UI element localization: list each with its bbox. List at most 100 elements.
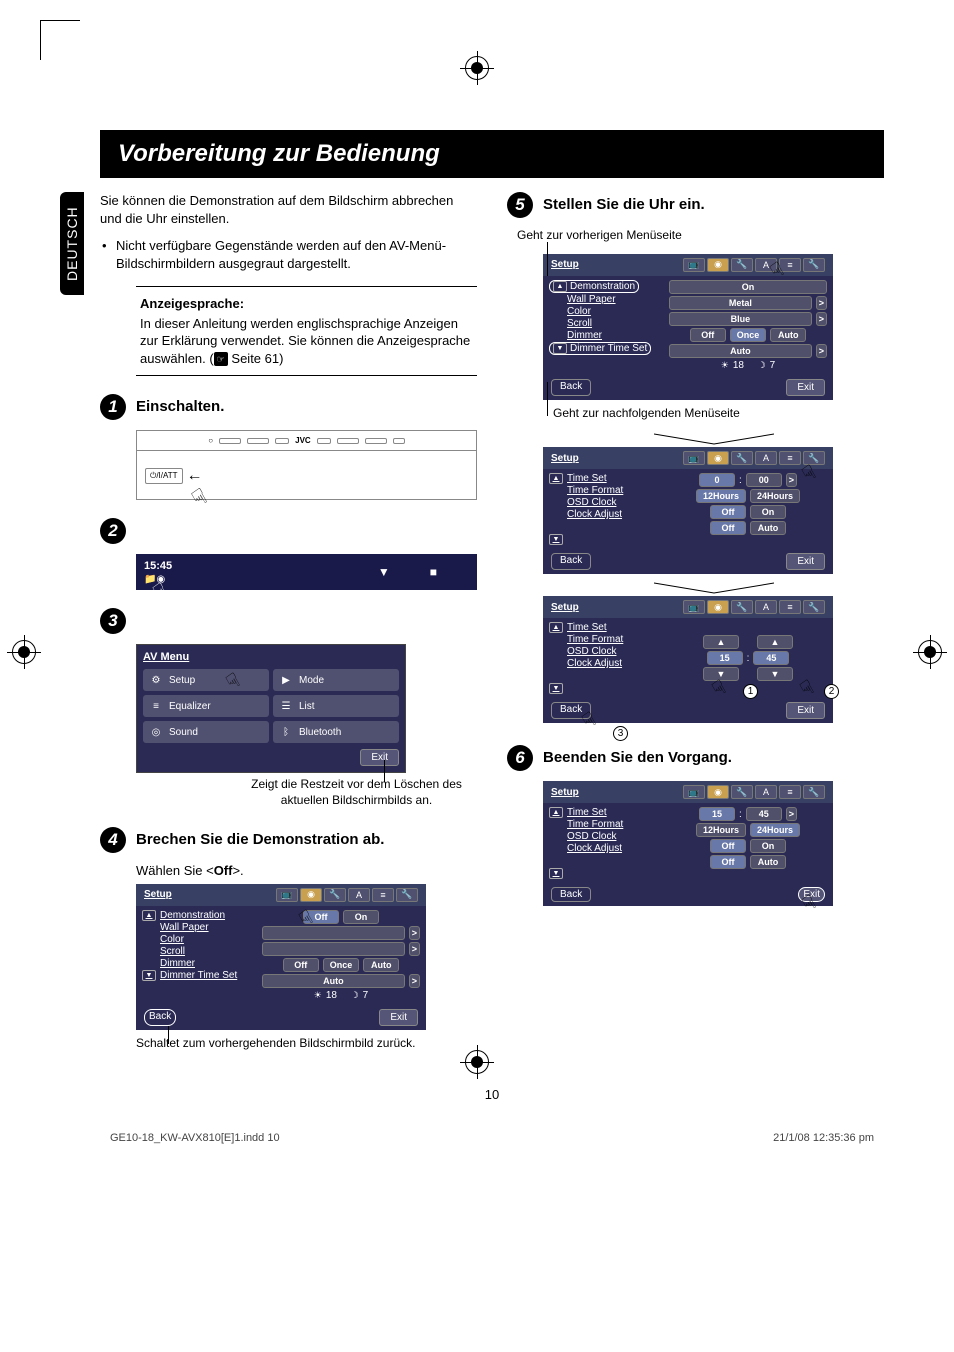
arrow-right-icon[interactable]: > — [816, 312, 827, 326]
step-6-header: 6 Beenden Sie den Vorgang. — [507, 745, 884, 771]
hour-up[interactable]: ▲ — [703, 635, 739, 649]
setup-menu-dimmer-highlight: Setup 📺 ◉ 🔧 A ≡ 🔧 ▲Demonstration — [543, 254, 833, 400]
opt-off[interactable]: Off — [710, 855, 746, 869]
back-button[interactable]: Back — [551, 887, 591, 902]
setup-tab[interactable]: ≡ — [779, 785, 801, 799]
caption-prev-page: Geht zur vorherigen Menüseite — [517, 228, 884, 244]
setup-tab[interactable]: ≡ — [372, 888, 394, 902]
setup-tab[interactable]: A — [755, 600, 777, 614]
setup-tab[interactable]: A — [755, 785, 777, 799]
setup-tab[interactable]: A — [755, 451, 777, 465]
opt-on[interactable]: On — [750, 505, 786, 519]
av-item-mode[interactable]: ▶Mode — [273, 669, 399, 691]
opt-off[interactable]: Off — [690, 328, 726, 342]
exit-button[interactable]: Exit — [786, 702, 825, 719]
opt-auto[interactable]: Auto — [750, 521, 786, 535]
arrow-right-icon[interactable]: > — [816, 344, 827, 358]
row-time-format: Time Format — [567, 819, 623, 830]
arrow-right-icon[interactable]: > — [816, 296, 827, 310]
caption-next-page: Geht zur nachfolgenden Menüseite — [553, 406, 884, 422]
back-button[interactable]: Back — [144, 1009, 176, 1026]
setup-header-title: Setup — [551, 259, 579, 270]
opt-12h[interactable]: 12Hours — [696, 489, 746, 503]
opt-24h[interactable]: 24Hours — [750, 489, 800, 503]
opt-blue[interactable]: Blue — [669, 312, 812, 326]
setup-tab[interactable]: 📺 — [276, 888, 298, 902]
arrow-right-icon[interactable]: > — [409, 926, 420, 940]
back-button[interactable]: Back — [551, 553, 591, 570]
setup-header-title: Setup — [144, 889, 172, 900]
min-down[interactable]: ▼ — [757, 667, 793, 681]
exit-button[interactable]: Exit — [786, 379, 825, 396]
setup-menu-timeset-edit: Setup 📺 ◉ 🔧 A ≡ 🔧 ▲Time Set — [543, 596, 833, 723]
row-dimmer: Dimmer — [160, 958, 195, 969]
opt-hour[interactable]: 15 — [699, 807, 735, 821]
opt-min[interactable]: 45 — [746, 807, 782, 821]
setup-tab[interactable]: ≡ — [779, 451, 801, 465]
opt-once-sel[interactable]: Once — [730, 328, 767, 342]
min-up[interactable]: ▲ — [757, 635, 793, 649]
opt-24h[interactable]: 24Hours — [750, 823, 800, 837]
setup-tab[interactable]: 📺 — [683, 258, 705, 272]
setup-tab[interactable]: 🔧 — [396, 888, 418, 902]
opt-on[interactable]: On — [750, 839, 786, 853]
opt-off[interactable]: Off — [710, 505, 746, 519]
setup-tab[interactable]: 🔧 — [324, 888, 346, 902]
arrow-right-icon[interactable]: > — [409, 942, 420, 956]
av-item-sound[interactable]: ◎Sound — [143, 721, 269, 743]
setup-tab[interactable]: 🔧 — [731, 600, 753, 614]
av-item-bluetooth[interactable]: ᛒBluetooth — [273, 721, 399, 743]
opt-blue[interactable] — [262, 942, 405, 956]
setup-tab-active[interactable]: ◉ — [707, 600, 729, 614]
setup-tab[interactable]: 📺 — [683, 600, 705, 614]
setup-tab[interactable]: A — [348, 888, 370, 902]
setup-tab-active[interactable]: ◉ — [707, 451, 729, 465]
opt-off[interactable]: Off — [710, 839, 746, 853]
av-menu-title: AV Menu — [143, 651, 399, 663]
opt-auto[interactable]: Auto — [262, 974, 405, 988]
opt-hour[interactable]: 0 — [699, 473, 735, 487]
av-item-list[interactable]: ☰List — [273, 695, 399, 717]
setup-tab[interactable]: 📺 — [683, 451, 705, 465]
row-time-set: Time Set — [567, 622, 607, 633]
setup-tab[interactable]: 🔧 — [731, 258, 753, 272]
av-exit-button[interactable]: Exit — [360, 749, 399, 766]
opt-on[interactable]: On — [343, 910, 379, 924]
setup-tab-active[interactable]: ◉ — [707, 785, 729, 799]
opt-off[interactable]: Off — [283, 958, 319, 972]
opt-auto[interactable]: Auto — [770, 328, 806, 342]
opt-metal[interactable] — [262, 926, 405, 940]
down-icon: ▼ — [142, 970, 156, 981]
opt-on-wide[interactable]: On — [669, 280, 827, 294]
colon: : — [739, 475, 742, 486]
setup-tab[interactable]: 🔧 — [803, 600, 825, 614]
setup-tab-active[interactable]: ◉ — [707, 258, 729, 272]
exit-button[interactable]: Exit — [786, 553, 825, 570]
step-4-number: 4 — [100, 827, 126, 853]
arrow-right-icon[interactable]: > — [786, 473, 797, 487]
opt-auto[interactable]: Auto — [363, 958, 399, 972]
arrow-right-icon[interactable]: > — [786, 807, 797, 821]
av-item-equalizer[interactable]: ≡Equalizer — [143, 695, 269, 717]
opt-min[interactable]: 00 — [746, 473, 782, 487]
setup-tab[interactable]: 📺 — [683, 785, 705, 799]
opt-metal[interactable]: Metal — [669, 296, 812, 310]
setup-tab[interactable]: 🔧 — [803, 785, 825, 799]
setup-tab[interactable]: 🔧 — [731, 785, 753, 799]
setup-tab[interactable]: 🔧 — [803, 258, 825, 272]
setup-tab-active[interactable]: ◉ — [300, 888, 322, 902]
opt-once[interactable]: Once — [323, 958, 360, 972]
back-button[interactable]: Back — [551, 379, 591, 396]
arrow-right-icon[interactable]: > — [409, 974, 420, 988]
opt-12h[interactable]: 12Hours — [696, 823, 746, 837]
row-color: Color — [160, 934, 184, 945]
av-item-setup[interactable]: ⚙Setup — [143, 669, 269, 691]
step-6-number: 6 — [507, 745, 533, 771]
opt-auto[interactable]: Auto — [669, 344, 812, 358]
exit-button[interactable]: Exit — [379, 1009, 418, 1026]
setup-tab[interactable]: ≡ — [779, 600, 801, 614]
opt-auto[interactable]: Auto — [750, 855, 786, 869]
left-column: Sie können die Demonstration auf dem Bil… — [100, 192, 477, 1069]
opt-off[interactable]: Off — [710, 521, 746, 535]
setup-tab[interactable]: 🔧 — [731, 451, 753, 465]
